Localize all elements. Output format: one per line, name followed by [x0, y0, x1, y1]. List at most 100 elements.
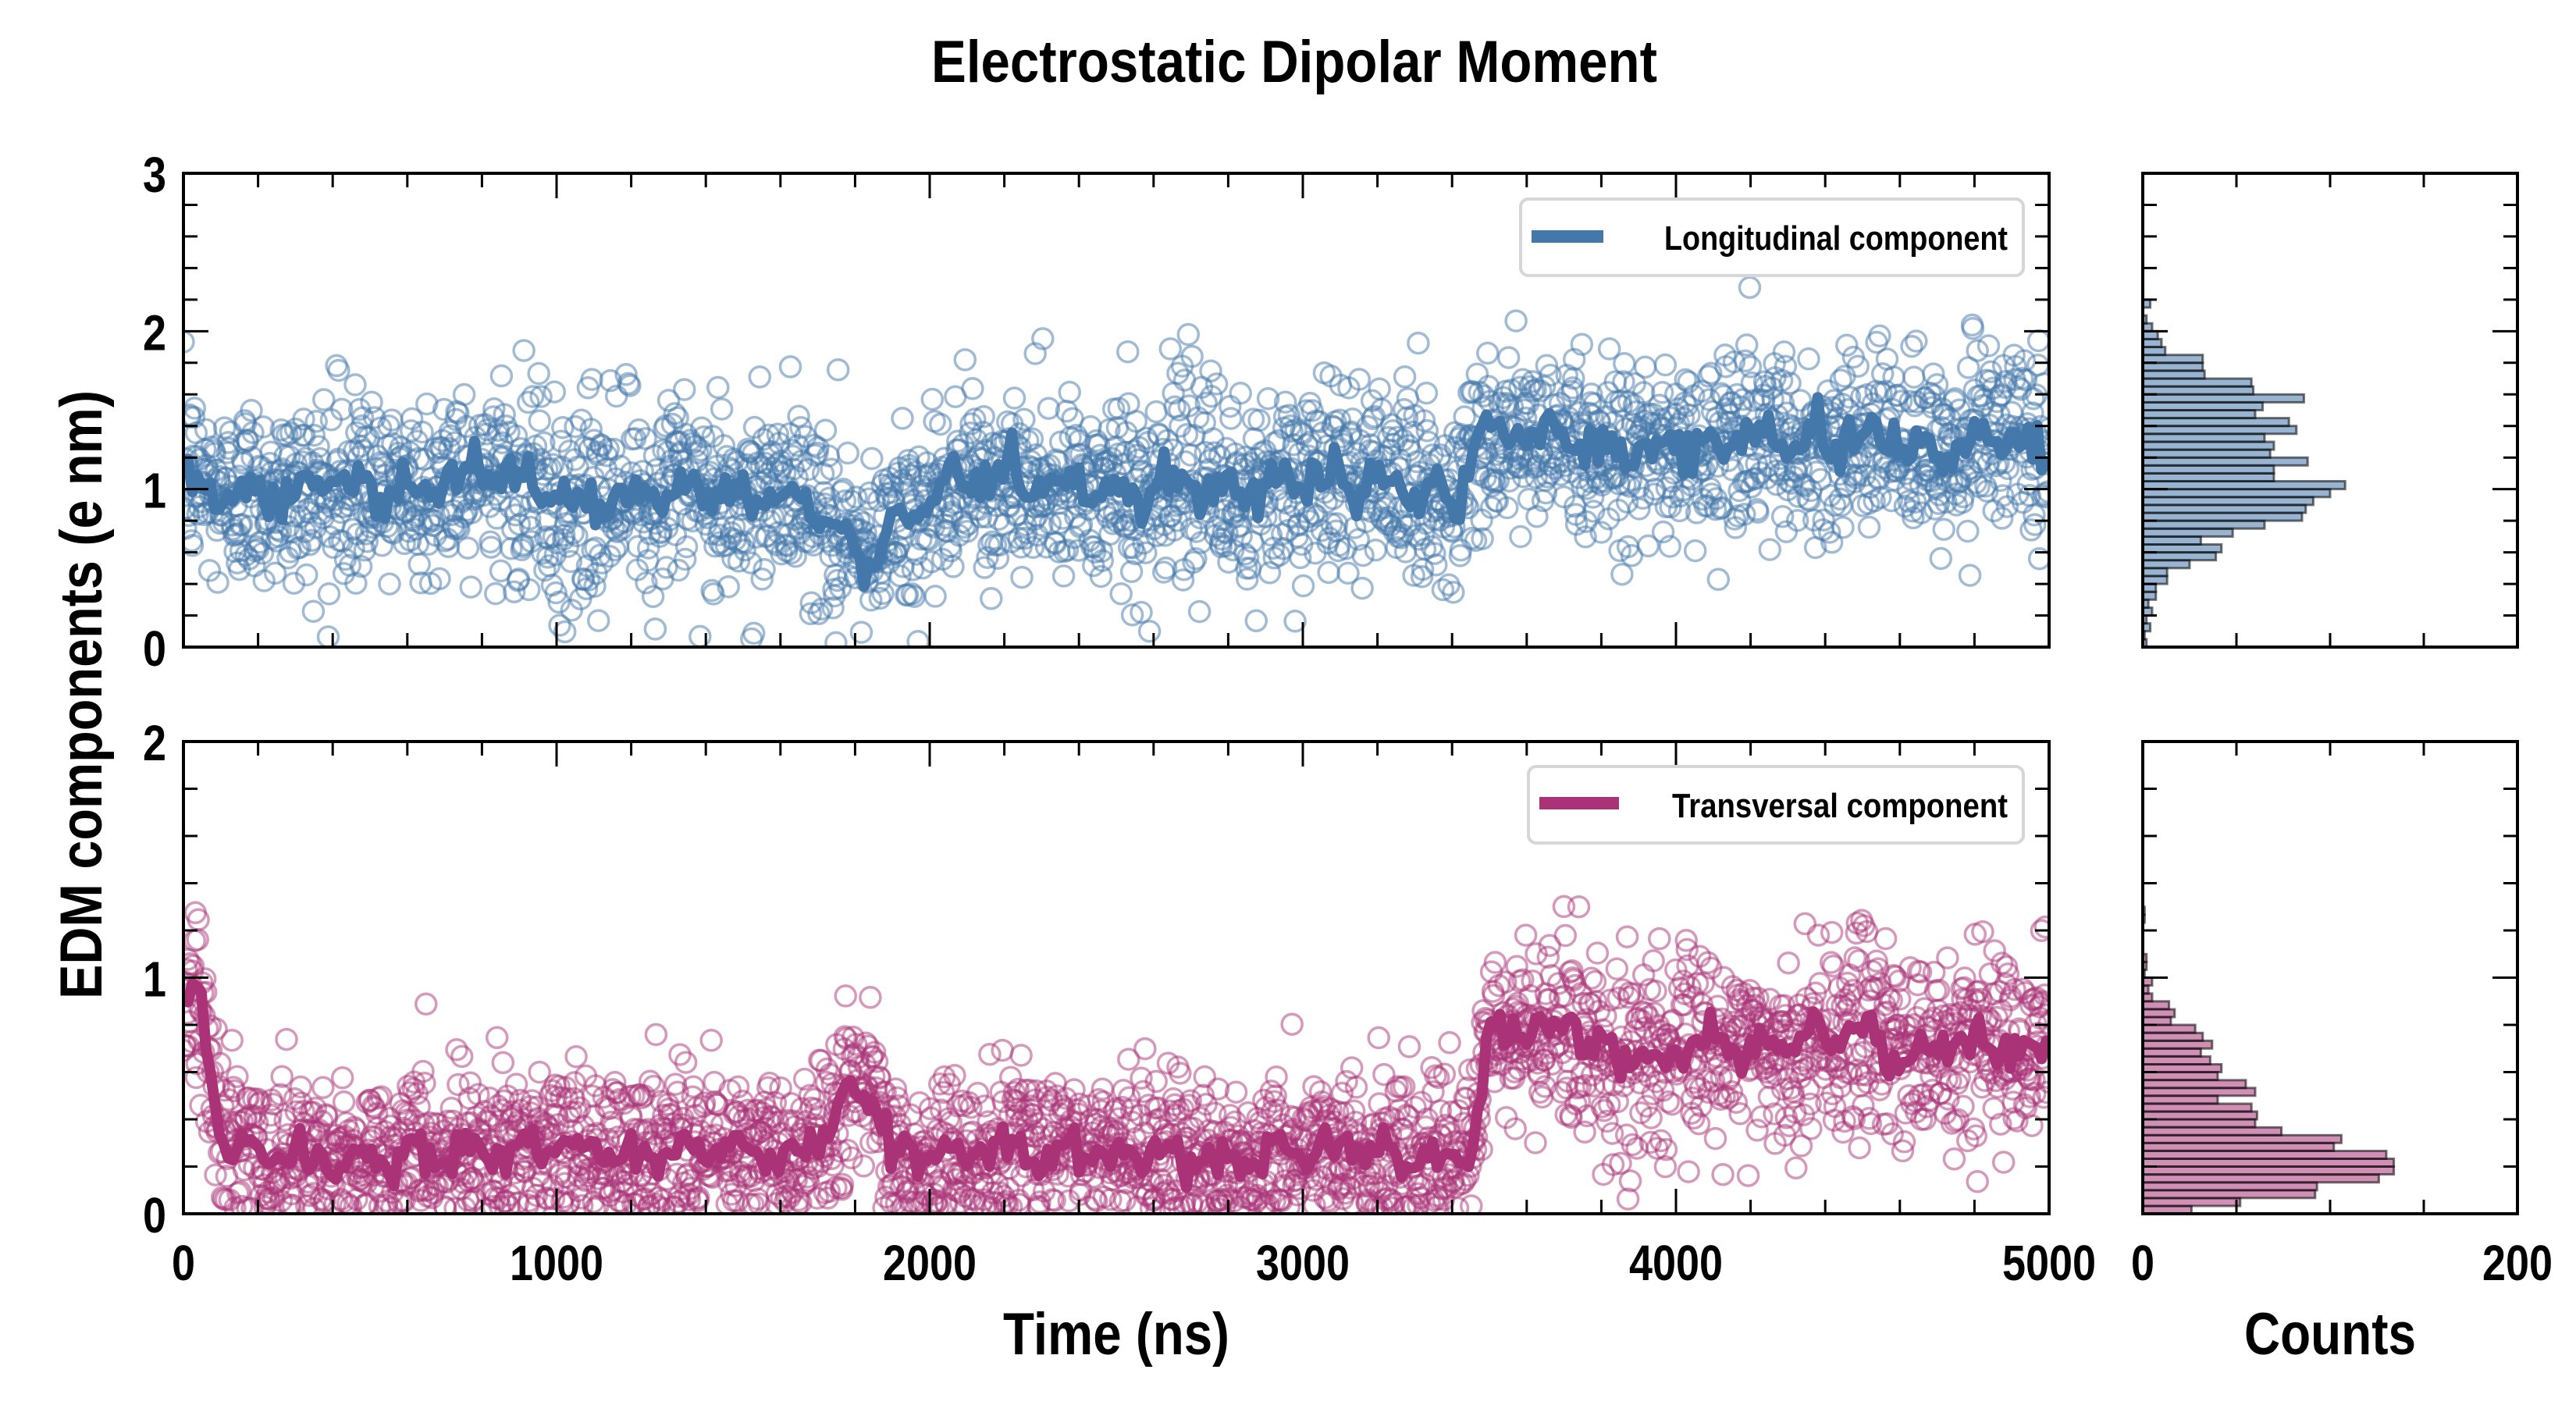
- scatter-point: [292, 407, 315, 431]
- scatter-point: [240, 399, 263, 422]
- scatter-point: [1958, 564, 1982, 587]
- scatter-point: [1831, 392, 1854, 416]
- scatter-point: [1775, 401, 1799, 425]
- scatter-point: [1738, 276, 1762, 300]
- scatter-point: [920, 387, 945, 411]
- scatter-point: [1570, 333, 1594, 356]
- scatter-point: [1620, 544, 1644, 567]
- scatter-point: [742, 621, 766, 646]
- scatter-point: [1200, 384, 1223, 408]
- scatter-point: [1089, 564, 1113, 589]
- scatter-point: [1364, 538, 1388, 562]
- scatter-point: [952, 515, 977, 539]
- scatter-point: [1496, 346, 1521, 369]
- scatter-point: [323, 1192, 347, 1214]
- scatter-point: [1789, 457, 1813, 480]
- scatter-point: [1793, 912, 1817, 936]
- scatter-point: [450, 1044, 474, 1069]
- scatter-point: [608, 454, 632, 478]
- scatter-point: [1585, 941, 1610, 965]
- scatter-point: [279, 422, 303, 445]
- scatter-point: [341, 518, 365, 542]
- scatter-point: [906, 630, 930, 647]
- scatter-point: [603, 1071, 627, 1094]
- scatter-point: [1524, 1131, 1547, 1154]
- scatter-point: [543, 380, 567, 404]
- scatter-point: [1636, 534, 1660, 558]
- scatter-point: [1091, 549, 1115, 572]
- scatter-point: [1846, 354, 1870, 378]
- scatter-point: [1793, 474, 1817, 498]
- scatter-point: [1171, 568, 1195, 592]
- scatter-point: [1410, 565, 1434, 589]
- scatter-point: [1043, 1189, 1066, 1212]
- scatter-point: [635, 571, 658, 595]
- scatter-point: [580, 368, 603, 391]
- scatter-point: [1116, 340, 1140, 364]
- scatter-point: [959, 1095, 983, 1119]
- scatter-point: [559, 550, 583, 574]
- scatter-point: [1848, 1136, 1871, 1160]
- scatter-point: [1651, 520, 1675, 544]
- scatter-point: [269, 1083, 293, 1107]
- scatter-point: [355, 529, 379, 553]
- scatter-point: [1009, 1044, 1033, 1067]
- scatter-point: [687, 1186, 710, 1210]
- scatter-point: [411, 1059, 435, 1083]
- scatter-point: [1831, 515, 1855, 539]
- scatter-point: [1733, 503, 1756, 526]
- scatter-point: [1833, 365, 1856, 388]
- scatter-point: [339, 1194, 362, 1214]
- scatter-point: [1277, 404, 1301, 427]
- scatter-point: [1130, 1066, 1153, 1090]
- scatter-point: [1539, 363, 1562, 387]
- scatter-point: [1158, 337, 1183, 361]
- scatter-point: [900, 582, 924, 606]
- scatter-point: [1976, 334, 2001, 357]
- scatter-point: [1393, 365, 1417, 389]
- scatter-point: [1182, 550, 1205, 574]
- scatter-point: [1437, 573, 1461, 596]
- scatter-point: [1002, 1080, 1026, 1104]
- scatter-point: [807, 602, 831, 625]
- scatter-point: [407, 553, 431, 576]
- scatter-point: [1137, 619, 1162, 643]
- scatter-point: [288, 535, 311, 559]
- scatter-point: [1028, 1190, 1051, 1214]
- scatter-point: [972, 404, 995, 429]
- scatter-point: [923, 585, 947, 608]
- scatter-point: [349, 554, 373, 578]
- scatter-point: [302, 423, 326, 447]
- scatter-point: [1683, 539, 1707, 563]
- scatter-point: [586, 609, 610, 632]
- scatter-point: [1991, 484, 2015, 507]
- scatter-point: [976, 546, 999, 569]
- scatter-point: [753, 557, 776, 582]
- scatter-point: [1927, 492, 1951, 515]
- scatter-point: [411, 420, 434, 444]
- scatter-point: [836, 441, 859, 465]
- scatter-point: [1932, 518, 1955, 541]
- scatter-point: [618, 374, 642, 397]
- scatter-point: [1785, 508, 1809, 532]
- scatter-point: [1425, 553, 1448, 577]
- x-axis-label: Time (ns): [1003, 1301, 1229, 1368]
- scatter-point: [1162, 518, 1186, 542]
- scatter-point: [1273, 390, 1297, 414]
- scatter-point: [868, 1066, 892, 1090]
- scatter-point: [1820, 920, 1844, 944]
- scatter-point: [577, 568, 601, 592]
- scatter-point: [491, 1051, 515, 1075]
- scatter-point: [1302, 1075, 1325, 1098]
- scatter-point: [517, 390, 540, 414]
- scatter-point: [1199, 359, 1222, 382]
- scatter-point: [307, 435, 330, 458]
- scatter-point: [1423, 542, 1446, 565]
- scatter-point: [489, 364, 514, 388]
- scatter-point: [978, 1042, 1002, 1066]
- scatter-point: [798, 1083, 822, 1108]
- scatter-point: [459, 575, 482, 599]
- scatter-point: [860, 446, 884, 471]
- scatter-point: [969, 505, 993, 529]
